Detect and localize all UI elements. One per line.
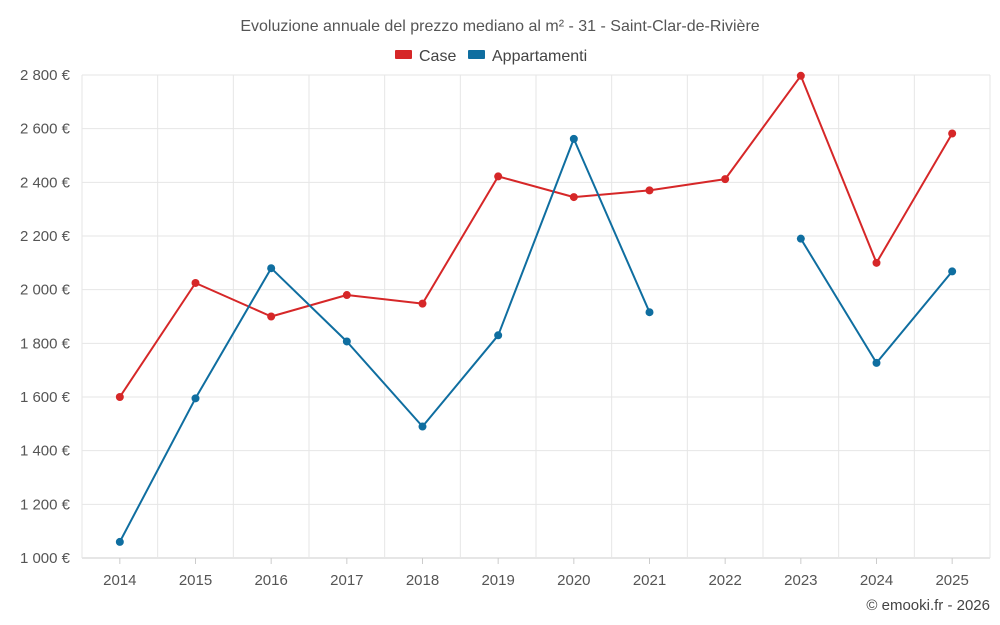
data-point-appartamenti[interactable] xyxy=(342,337,351,346)
data-point-case[interactable] xyxy=(342,291,351,300)
data-point-appartamenti[interactable] xyxy=(418,422,427,431)
y-tick-label: 2 000 € xyxy=(20,282,71,299)
legend-swatch-appartamenti xyxy=(468,50,485,59)
y-tick-label: 2 400 € xyxy=(20,174,71,191)
x-tick-label: 2024 xyxy=(860,572,893,589)
series-line-case xyxy=(118,74,954,398)
x-tick-label: 2017 xyxy=(330,572,363,589)
y-tick-label: 2 800 € xyxy=(20,67,71,84)
legend-item-appartamenti[interactable]: Appartamenti xyxy=(468,48,587,65)
data-point-appartamenti[interactable] xyxy=(645,308,654,317)
data-point-case[interactable] xyxy=(191,278,200,287)
data-point-case[interactable] xyxy=(796,71,805,80)
y-tick-label: 2 600 € xyxy=(20,121,71,138)
y-tick-label: 1 600 € xyxy=(20,389,71,406)
data-point-case[interactable] xyxy=(948,129,957,138)
series-case xyxy=(115,71,957,401)
legend-label-appartamenti: Appartamenti xyxy=(492,48,587,65)
legend-label-case: Case xyxy=(419,48,456,65)
series-line-appartamenti xyxy=(799,238,953,364)
x-tick-label: 2016 xyxy=(254,572,287,589)
x-axis-ticks: 2014 2015 2016 2017 2018 2019 2020 2021 2022 2023… xyxy=(103,558,969,589)
chart-title: Evoluzione annuale del prezzo mediano al… xyxy=(240,18,759,35)
y-tick-label: 1 400 € xyxy=(20,443,71,460)
data-point-case[interactable] xyxy=(115,393,124,401)
x-tick-label: 2020 xyxy=(557,572,590,589)
data-point-appartamenti[interactable] xyxy=(267,264,276,273)
x-tick-label: 2022 xyxy=(708,572,741,589)
data-point-appartamenti[interactable] xyxy=(191,394,200,403)
data-point-case[interactable] xyxy=(569,193,578,202)
data-point-case[interactable] xyxy=(721,175,730,184)
x-tick-label: 2025 xyxy=(935,572,968,589)
y-tick-label: 2 200 € xyxy=(20,228,71,245)
legend-swatch-case xyxy=(395,50,412,59)
x-tick-label: 2023 xyxy=(784,572,817,589)
legend-item-case[interactable]: Case xyxy=(395,48,456,65)
series-line-appartamenti xyxy=(118,137,651,543)
data-point-appartamenti[interactable] xyxy=(569,134,578,143)
grid xyxy=(81,74,991,559)
credit-text: © emooki.fr - 2026 xyxy=(866,597,990,614)
data-point-appartamenti[interactable] xyxy=(948,267,957,276)
data-point-case[interactable] xyxy=(418,299,427,308)
y-tick-label: 1 800 € xyxy=(20,335,71,352)
data-point-appartamenti[interactable] xyxy=(872,358,881,367)
series-layer xyxy=(115,71,957,546)
data-point-appartamenti[interactable] xyxy=(115,537,124,546)
x-tick-label: 2019 xyxy=(481,572,514,589)
data-point-appartamenti[interactable] xyxy=(796,234,805,243)
y-tick-label: 1 200 € xyxy=(20,496,71,513)
data-point-appartamenti[interactable] xyxy=(494,331,503,340)
x-tick-label: 2018 xyxy=(406,572,439,589)
y-axis-ticks: 1 000 € 1 200 € 1 400 € 1 600 € 1 800 € 2 000… xyxy=(20,67,71,567)
legend: Case Appartamenti xyxy=(395,48,587,65)
data-point-case[interactable] xyxy=(645,186,654,195)
series-appartamenti xyxy=(115,134,957,546)
data-point-case[interactable] xyxy=(494,172,503,181)
data-point-case[interactable] xyxy=(872,258,881,267)
data-point-case[interactable] xyxy=(267,312,276,321)
x-tick-label: 2021 xyxy=(633,572,666,589)
y-tick-label: 1 000 € xyxy=(20,550,71,567)
x-tick-label: 2015 xyxy=(179,572,212,589)
x-tick-label: 2014 xyxy=(103,572,136,589)
